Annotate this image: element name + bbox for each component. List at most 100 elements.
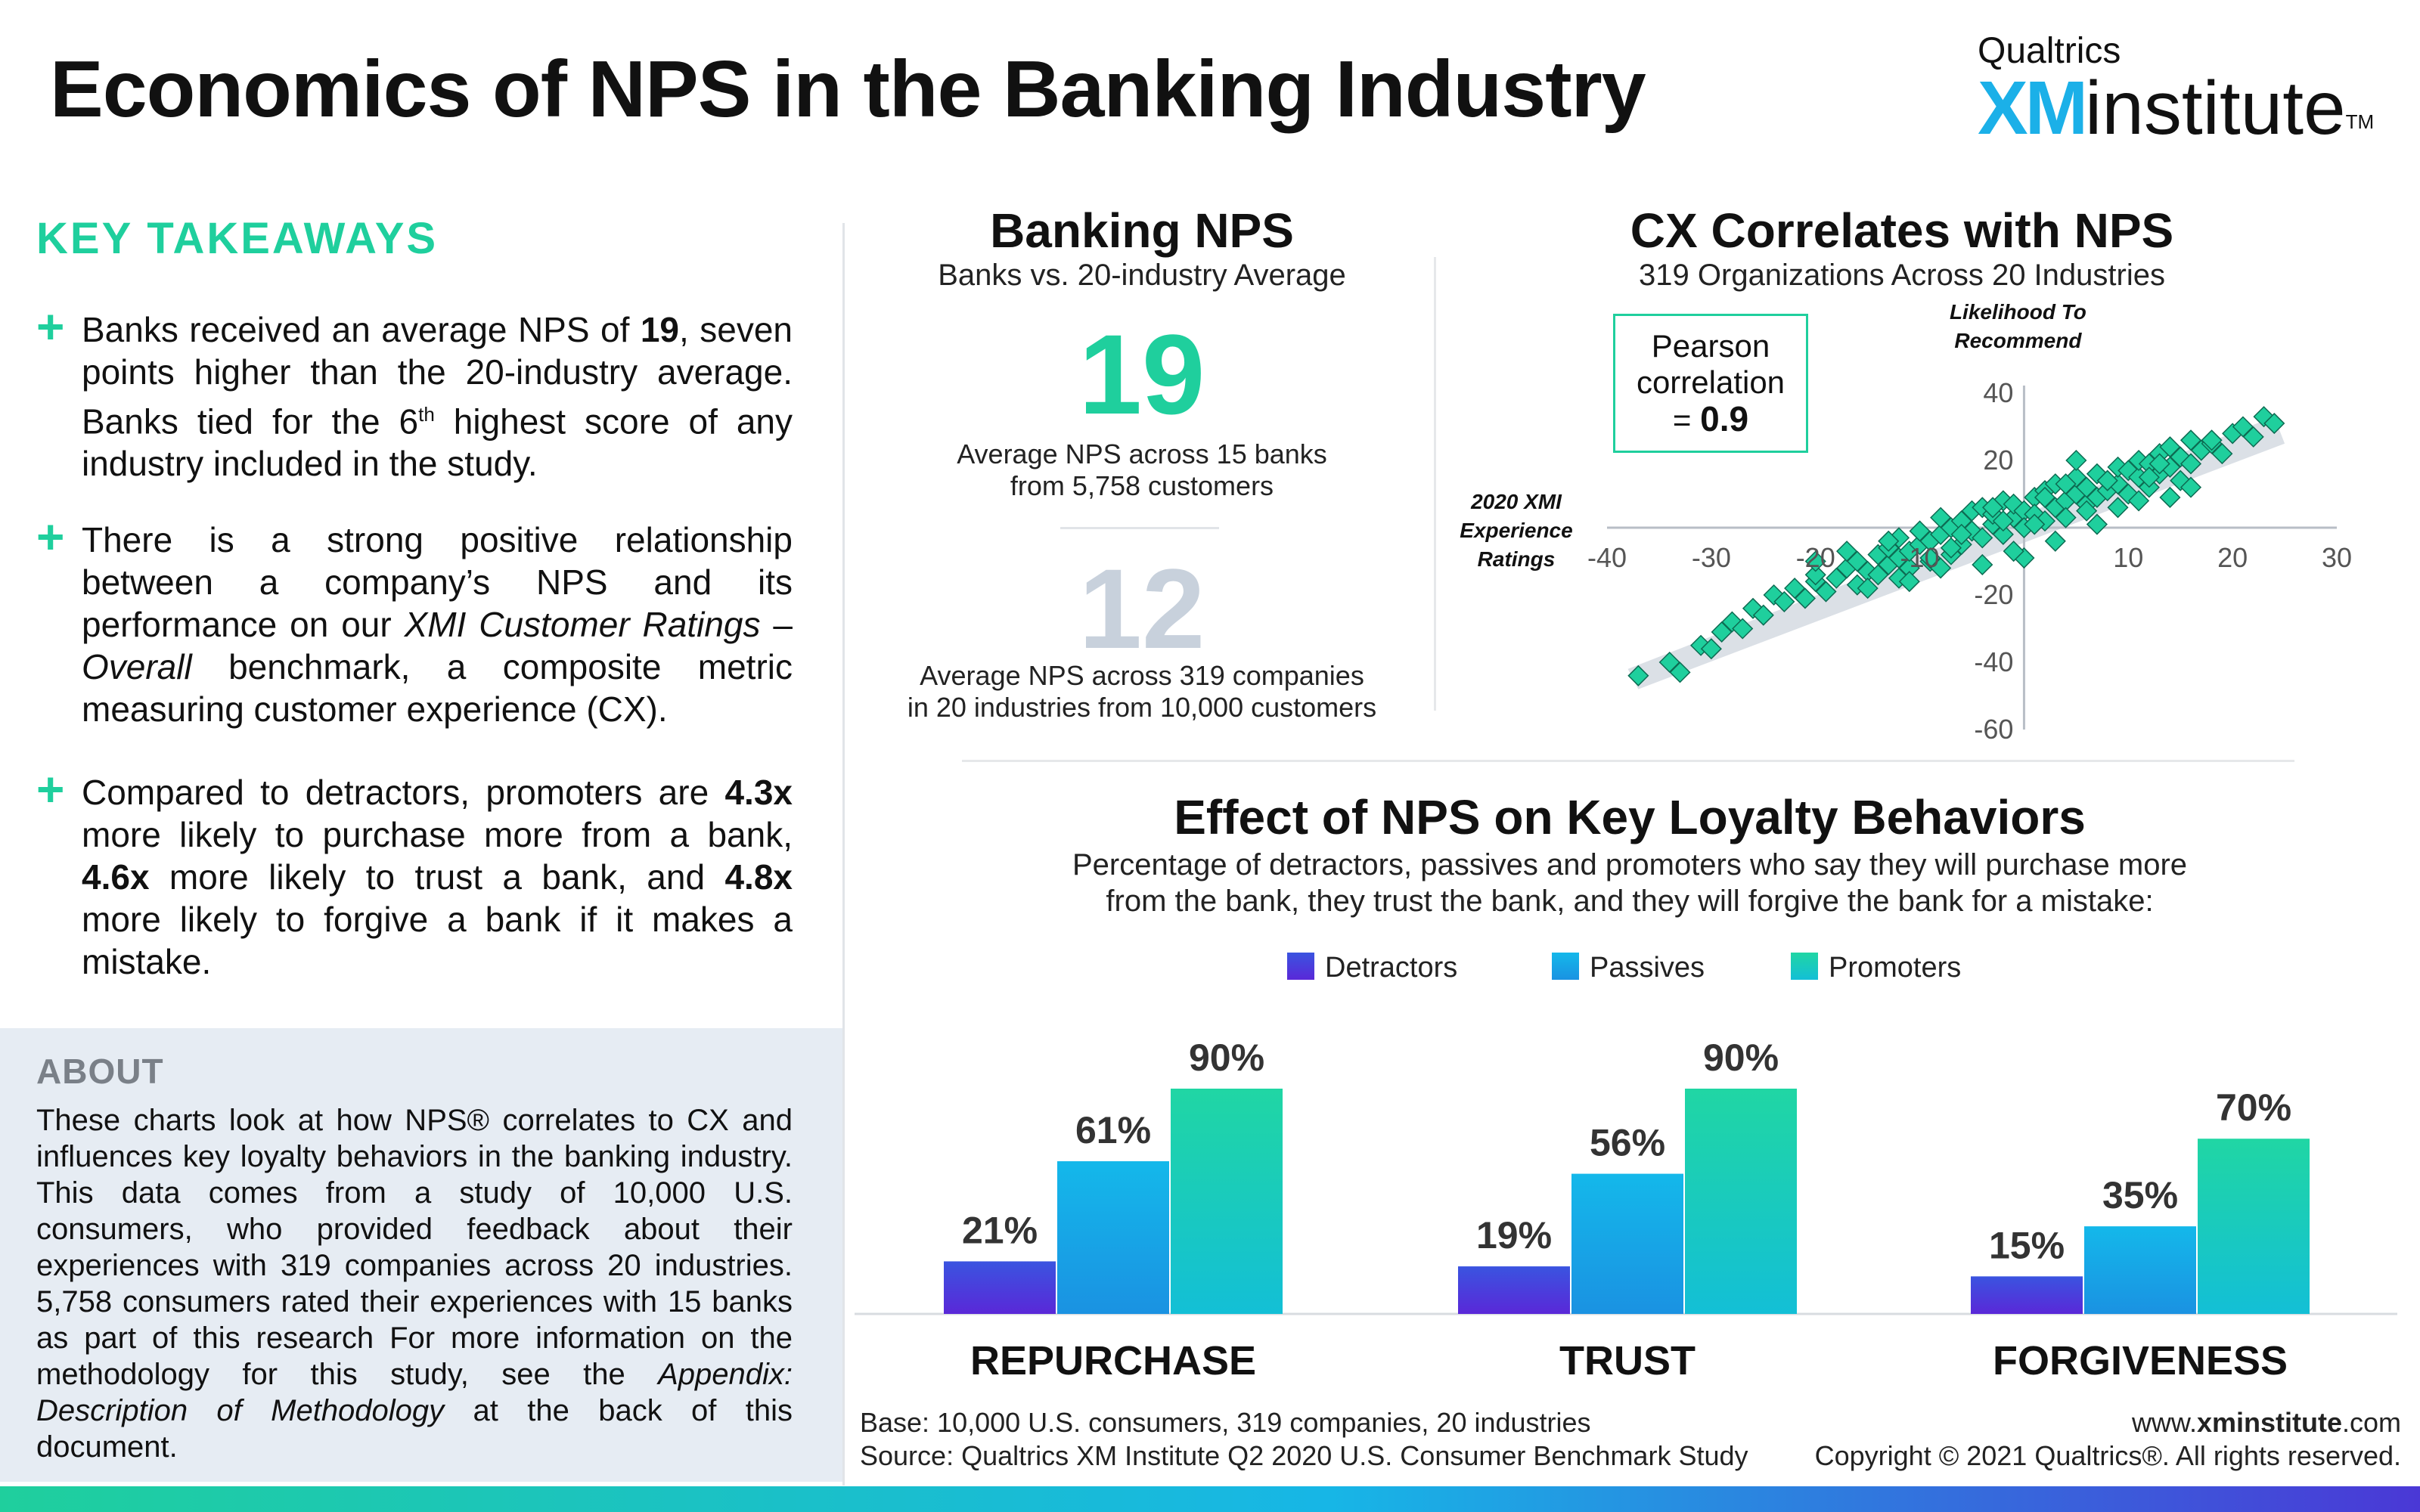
legend-label: Passives <box>1590 952 1705 984</box>
y-tick-label: -40 <box>1974 646 2013 677</box>
scatter-point <box>2055 473 2077 495</box>
bar <box>2084 1226 2196 1314</box>
category-label: FORGIVENESS <box>1993 1338 2288 1383</box>
x-tick-label: 30 <box>2322 542 2352 573</box>
scatter-point <box>2263 412 2285 435</box>
x-tick-label: -10 <box>1900 542 1940 573</box>
brand-trademark: TM <box>2345 110 2375 133</box>
scatter-point <box>1627 665 1649 686</box>
scatter-point <box>1992 510 2014 532</box>
scatter-point <box>1711 621 1733 643</box>
scatter-point <box>2044 530 2066 552</box>
bar <box>1571 1173 1683 1314</box>
bar-value-label: 61% <box>1075 1109 1151 1151</box>
page-title: Economics of NPS in the Banking Industry <box>50 45 1646 134</box>
scatter-point <box>1878 530 1900 552</box>
brand-xm: XM <box>1978 66 2088 150</box>
scatter-point <box>1658 651 1680 674</box>
scatter-point <box>2242 426 2264 448</box>
scatter-point <box>1940 537 1962 559</box>
legend-swatch <box>1552 953 1579 980</box>
loyalty-bar-chart: Detractors Passives Promoters 21% 61% 90% REPU… <box>855 952 2397 1383</box>
brand-logo: Qualtrics XMinstituteTM <box>1978 30 2386 146</box>
scatter-point <box>1669 662 1691 683</box>
pearson-correlation-box: Pearson correlation = 0.9 <box>1613 314 1808 453</box>
brand-qualtrics: Qualtrics <box>1978 31 2121 71</box>
legend-swatch <box>1791 953 1818 980</box>
y-tick-label: 20 <box>1983 445 2013 476</box>
takeaway-text: Banks received an average NPS of 19, sev… <box>82 310 793 484</box>
divider <box>1060 527 1219 529</box>
y-axis-label: Likelihood To <box>1950 300 2086 324</box>
y-axis-label: Recommend <box>1954 329 2082 352</box>
x-axis-label: Ratings <box>1478 547 1556 571</box>
bar-value-label: 15% <box>1989 1224 2065 1266</box>
bar <box>1057 1161 1169 1314</box>
about-panel: ABOUT These charts look at how NPS® corr… <box>0 1028 842 1482</box>
divider <box>962 760 2294 762</box>
bar-value-label: 21% <box>962 1209 1038 1251</box>
scatter-point <box>1804 550 1826 572</box>
scatter-point <box>1992 523 2014 545</box>
banking-nps-subtitle: Banks vs. 20-industry Average <box>938 259 1346 292</box>
divider <box>1434 257 1436 711</box>
scatter-point <box>1972 527 1993 549</box>
y-tick-label: -20 <box>1974 579 2013 610</box>
scatter-point <box>1732 618 1754 640</box>
divider <box>842 223 845 1486</box>
scatter-point <box>2096 469 2118 491</box>
scatter-point <box>1700 638 1722 660</box>
scatter-point <box>2076 476 2098 498</box>
scatter-point <box>2180 476 2202 498</box>
scatter-point <box>2024 513 2046 535</box>
scatter-point <box>1804 564 1826 586</box>
industry-nps-value: 12 <box>1078 545 1205 672</box>
brand-institute: institute <box>2085 66 2346 150</box>
plus-icon: + <box>36 510 65 564</box>
scatter-point <box>1950 523 1972 545</box>
effect-chart-title: Effect of NPS on Key Loyalty Behaviors <box>1174 790 2086 844</box>
footer-copyright: www.xminstitute.com Copyright © 2021 Qual… <box>1814 1407 2401 1471</box>
cx-scatter-chart: -40 -30 -20 -10 10 20 30 -60 -40 -20 20 40 Likelihoo… <box>1460 300 2352 745</box>
scatter-point <box>2211 443 2233 465</box>
scatter-point <box>1930 557 1952 579</box>
legend-label: Promoters <box>1829 952 1961 984</box>
scatter-point <box>2076 500 2098 522</box>
plus-icon: + <box>36 299 65 354</box>
scatter-point <box>1815 581 1837 603</box>
key-takeaways-title: KEY TAKEAWAYS <box>36 214 439 263</box>
scatter-point <box>1846 550 1868 572</box>
bar-value-label: 19% <box>1476 1214 1552 1256</box>
banks-nps-value: 19 <box>1078 311 1205 438</box>
bar <box>1458 1266 1570 1314</box>
scatter-point <box>1794 587 1816 609</box>
scatter-point <box>1826 567 1848 589</box>
scatter-point <box>2128 490 2150 512</box>
x-tick-label: 10 <box>2113 542 2143 573</box>
banking-nps-title: Banking NPS <box>990 203 1294 258</box>
scatter-point <box>1784 578 1806 600</box>
scatter-point <box>1972 553 1993 576</box>
scatter-point <box>1909 520 1931 542</box>
brand-xm-institute: XMinstituteTM <box>1978 70 2386 146</box>
takeaway-text: Compared to detractors, promoters are 4.… <box>82 773 793 981</box>
takeaway-item-1: + Banks received an average NPS of 19, s… <box>36 302 793 485</box>
scatter-point <box>2180 429 2202 451</box>
bar <box>2198 1139 2310 1314</box>
bar <box>1171 1089 1283 1314</box>
category-label: REPURCHASE <box>970 1338 1256 1383</box>
x-tick-label: -40 <box>1587 542 1627 573</box>
scatter-point <box>2055 507 2077 528</box>
bar-value-label: 70% <box>2216 1086 2291 1129</box>
bar-value-label: 35% <box>2102 1174 2178 1216</box>
scatter-point <box>2107 497 2129 519</box>
scatter-point <box>1867 564 1889 586</box>
scatter-point <box>1752 604 1774 626</box>
x-tick-label: -20 <box>1796 542 1835 573</box>
scatter-point <box>1982 497 2004 519</box>
effect-chart-subtitle: Percentage of detractors, passives and p… <box>1072 848 2188 918</box>
scatter-point <box>2065 449 2087 472</box>
cx-chart-subtitle: 319 Organizations Across 20 Industries <box>1639 259 2165 292</box>
bar <box>1685 1089 1797 1314</box>
scatter-point <box>2138 466 2160 488</box>
